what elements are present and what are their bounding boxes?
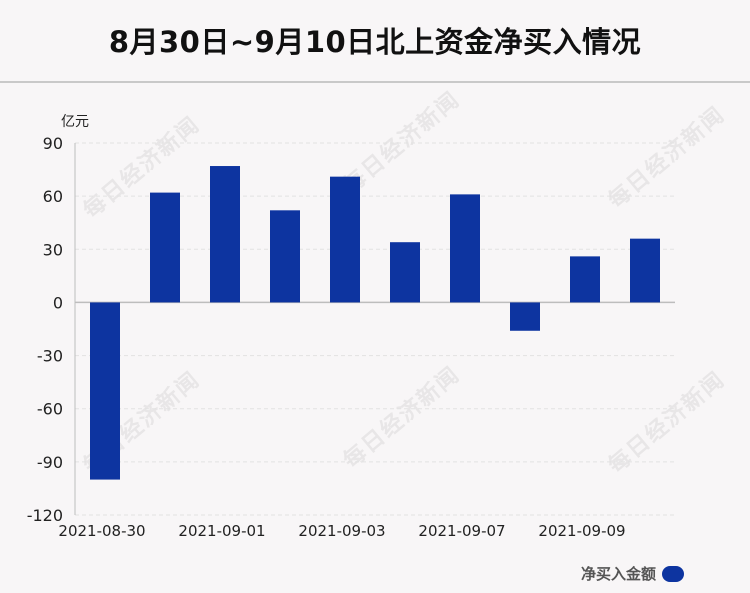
legend: 净买入金额 (581, 563, 684, 584)
y-tick-label: -120 (27, 506, 63, 525)
bar-2021-09-07 (450, 194, 480, 303)
legend-swatch (662, 565, 684, 582)
y-tick-label: 0 (53, 293, 63, 312)
x-tick-label: 2021-09-01 (178, 522, 265, 540)
bar-2021-09-10 (630, 238, 660, 303)
y-tick-label: -30 (37, 347, 63, 366)
bar-2021-08-30 (90, 302, 120, 480)
y-tick-label: -90 (37, 453, 63, 472)
x-tick-label: 2021-08-30 (58, 522, 145, 540)
bar-2021-09-09 (570, 256, 600, 303)
bar-2021-09-06 (390, 242, 420, 303)
bar-2021-09-03 (330, 176, 360, 303)
bar-2021-09-08 (510, 302, 540, 331)
y-tick-label: 90 (43, 134, 63, 153)
x-tick-label: 2021-09-03 (298, 522, 385, 540)
x-tick-label: 2021-09-09 (538, 522, 625, 540)
bar-2021-09-01 (210, 166, 240, 303)
bar-2021-09-02 (270, 210, 300, 303)
bar-2021-08-31 (150, 192, 180, 303)
legend-label: 净买入金额 (580, 565, 656, 583)
chart-title: 8月30日~9月10日北上资金净买入情况 (108, 25, 642, 59)
title-divider (0, 81, 750, 83)
x-tick-label: 2021-09-07 (418, 522, 505, 540)
y-tick-label: 30 (43, 240, 63, 259)
y-axis-label: 亿元 (61, 114, 89, 130)
y-tick-label: 60 (43, 187, 63, 206)
y-tick-label: -60 (37, 400, 63, 419)
